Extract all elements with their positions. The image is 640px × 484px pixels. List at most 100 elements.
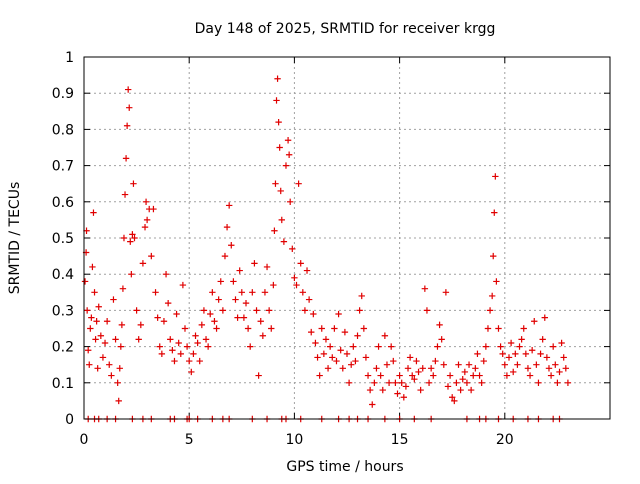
data-point [333, 357, 340, 365]
tick-layer: 00.10.20.30.40.50.60.70.80.910 5 10 15 20 [52, 50, 610, 448]
data-point [167, 336, 174, 343]
data-point [541, 314, 548, 321]
data-point [554, 379, 561, 386]
data-point [360, 325, 368, 332]
data-point [362, 354, 370, 361]
y-tick-label: 0.9 [52, 86, 74, 102]
data-point [560, 354, 567, 361]
data-point [255, 372, 262, 379]
data-point [341, 328, 349, 336]
data-point [249, 289, 256, 296]
data-point [482, 343, 490, 350]
data-point [142, 198, 150, 205]
data-point [320, 350, 328, 358]
data-point [491, 209, 498, 216]
data-point [562, 365, 570, 372]
data-point [358, 292, 365, 300]
data-point [244, 325, 252, 332]
data-point [88, 314, 95, 321]
data-point [94, 365, 101, 372]
data-point [103, 318, 111, 325]
data-point [375, 343, 382, 350]
data-point [549, 343, 557, 350]
data-point [289, 245, 296, 253]
data-point [152, 289, 159, 296]
data-point [81, 278, 89, 285]
data-point [110, 296, 117, 303]
data-point [430, 372, 437, 379]
data-point [531, 318, 538, 325]
data-point [524, 365, 532, 372]
data-point [211, 318, 218, 325]
data-point [265, 307, 273, 314]
data-point [409, 372, 416, 379]
data-point [116, 365, 123, 372]
data-point [261, 289, 269, 296]
data-point [190, 350, 197, 358]
y-tick-label: 0.7 [52, 159, 74, 175]
data-point [143, 216, 151, 224]
data-point [371, 379, 378, 386]
x-tick-label: 10 [285, 432, 303, 448]
data-point [91, 289, 98, 296]
data-point [539, 336, 546, 343]
data-point [516, 343, 523, 350]
data-point [303, 267, 311, 274]
y-tick-label: 0.3 [52, 303, 74, 319]
data-point [520, 325, 527, 332]
data-point [118, 321, 126, 329]
x-tick-label: 15 [391, 432, 409, 448]
data-point [221, 252, 229, 260]
data-point [348, 361, 355, 368]
data-point [85, 347, 92, 354]
data-point [194, 339, 201, 347]
data-point [457, 386, 464, 394]
data-point [204, 343, 212, 350]
data-point [465, 361, 473, 368]
data-point [251, 260, 258, 267]
data-point [373, 365, 380, 372]
data-point [396, 372, 403, 379]
y-tick-label: 0.4 [52, 267, 74, 283]
data-point [217, 278, 224, 285]
data-point [329, 354, 336, 361]
data-point [518, 336, 525, 343]
data-point [86, 361, 93, 368]
data-point [293, 281, 300, 289]
data-point [402, 383, 410, 390]
data-point [444, 383, 452, 390]
data-point [230, 278, 237, 285]
data-point [171, 357, 178, 365]
data-point [263, 263, 271, 271]
data-point [364, 372, 372, 379]
data-point [236, 267, 243, 274]
data-point [181, 325, 189, 332]
data-point [129, 231, 136, 238]
data-point [383, 361, 391, 368]
x-tick-label: 20 [496, 432, 514, 448]
data-point [188, 368, 195, 376]
data-point [276, 144, 283, 151]
data-point [423, 307, 431, 314]
data-point [331, 325, 338, 332]
data-point [123, 122, 131, 129]
data-point [427, 365, 435, 372]
data-point [308, 328, 315, 336]
data-point [196, 357, 203, 365]
data-point [310, 310, 317, 318]
x-tick-label: 0 [80, 432, 89, 448]
data-point [419, 365, 426, 372]
data-point [495, 325, 502, 332]
data-point [528, 347, 536, 354]
data-point [493, 278, 500, 285]
data-point [322, 336, 330, 343]
data-point [192, 332, 199, 339]
data-point [275, 118, 282, 126]
data-point [242, 299, 250, 307]
data-point [284, 137, 292, 144]
data-point [387, 343, 395, 350]
data-point [537, 350, 544, 358]
data-point [93, 318, 100, 325]
